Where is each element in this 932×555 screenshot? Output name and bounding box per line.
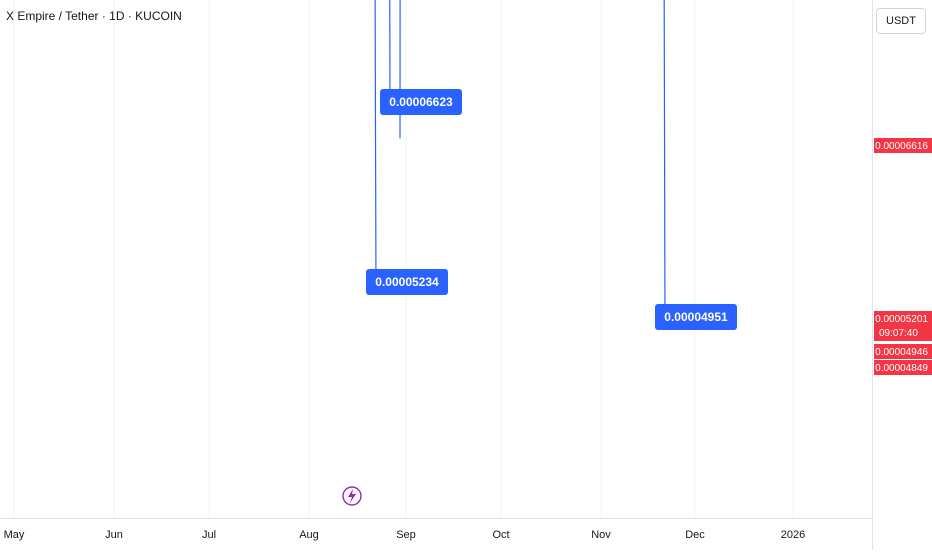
annotation-callout-label: 0.00004951: [664, 310, 728, 324]
annotation-callout-label: 0.00005234: [375, 275, 439, 289]
symbol-title: X Empire / Tether · 1D · KUCOIN: [6, 9, 182, 23]
x-axis-tick-label: May: [4, 529, 25, 541]
price-axis-tag-label: 0.00004946: [875, 347, 928, 358]
x-axis-tick-label: Nov: [591, 529, 611, 541]
bar-countdown-label: 09:07:40: [879, 328, 918, 339]
price-axis-tag[interactable]: [874, 344, 932, 359]
price-axis-tag-label: 0.00006616: [875, 141, 928, 152]
annotation-callout-label: 0.00006623: [389, 95, 453, 109]
annotation-pointer: [663, 0, 666, 331]
annotation-callout-box[interactable]: [655, 304, 737, 330]
x-axis-tick-label: Sep: [396, 529, 416, 541]
price-axis-tag[interactable]: [874, 360, 932, 375]
x-axis-tick-label: Oct: [492, 529, 509, 541]
price-axis-tag[interactable]: [874, 311, 932, 341]
x-axis-tick-label: Dec: [685, 529, 705, 541]
x-axis-tick-label: Aug: [299, 529, 319, 541]
annotation-pointer: [374, 0, 377, 296]
price-axis-tag-label: 0.00005201: [875, 314, 928, 325]
x-axis-tick-label: Jun: [105, 529, 123, 541]
annotation-callout-box[interactable]: [380, 89, 462, 115]
x-axis-tick-label: 2026: [781, 529, 805, 541]
price-axis-tag-label: 0.00004849: [875, 363, 928, 374]
lightning-icon: [348, 489, 356, 503]
x-axis-tick-label: Jul: [202, 529, 216, 541]
annotation-callout-box[interactable]: [366, 269, 448, 295]
currency-selector-button[interactable]: USDT: [876, 8, 926, 34]
price-axis-tag[interactable]: [874, 138, 932, 153]
